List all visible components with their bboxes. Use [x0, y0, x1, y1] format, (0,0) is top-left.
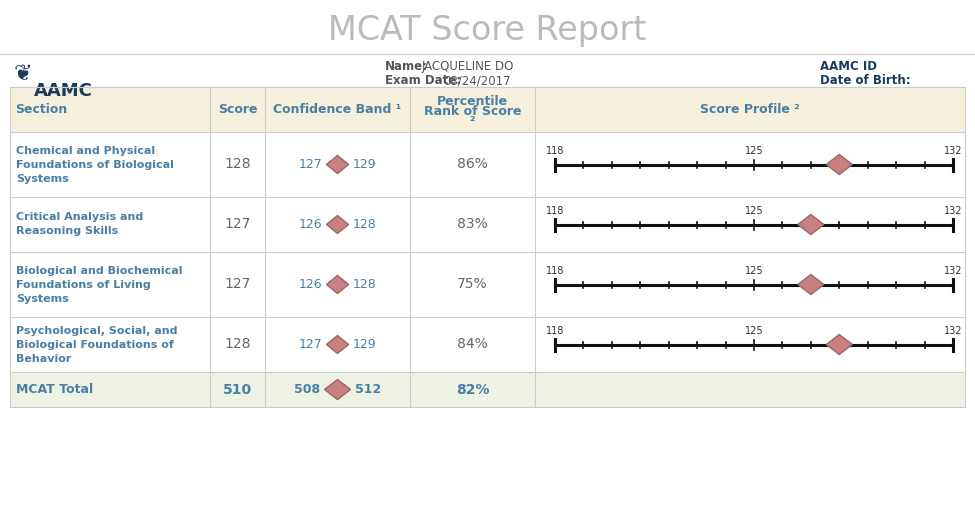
- Text: 118: 118: [546, 266, 565, 276]
- Polygon shape: [826, 155, 852, 174]
- Text: JACQUELINE DO: JACQUELINE DO: [422, 60, 515, 73]
- Polygon shape: [327, 336, 348, 353]
- Text: 118: 118: [546, 206, 565, 216]
- Polygon shape: [798, 215, 824, 234]
- Text: 126: 126: [299, 278, 323, 291]
- Text: 127: 127: [298, 338, 323, 351]
- Text: Score Profile ²: Score Profile ²: [700, 103, 799, 116]
- Text: 83%: 83%: [457, 218, 488, 231]
- Bar: [10, 317, 965, 372]
- Text: ²: ²: [470, 115, 475, 128]
- Text: 512: 512: [355, 383, 381, 396]
- Text: 129: 129: [353, 338, 376, 351]
- Text: 129: 129: [353, 158, 376, 171]
- Text: Percentile: Percentile: [437, 95, 508, 108]
- Text: 510: 510: [223, 383, 253, 397]
- Text: 86%: 86%: [457, 158, 488, 172]
- Text: Critical Analysis and
Reasoning Skills: Critical Analysis and Reasoning Skills: [16, 212, 143, 236]
- Text: 126: 126: [299, 218, 323, 231]
- Text: 127: 127: [298, 158, 323, 171]
- Bar: [10, 252, 965, 317]
- Polygon shape: [327, 216, 348, 233]
- Text: 125: 125: [745, 146, 763, 156]
- Text: MCAT Score Report: MCAT Score Report: [328, 14, 646, 47]
- Text: 118: 118: [546, 326, 565, 336]
- Text: Confidence Band ¹: Confidence Band ¹: [273, 103, 402, 116]
- Text: 82%: 82%: [455, 383, 489, 397]
- Bar: [10, 197, 965, 252]
- Text: Name:: Name:: [385, 60, 428, 73]
- Text: AAMC: AAMC: [34, 82, 93, 100]
- Text: 127: 127: [224, 278, 251, 291]
- Text: 125: 125: [745, 326, 763, 336]
- Text: 84%: 84%: [457, 338, 488, 351]
- Text: Section: Section: [15, 103, 67, 116]
- Text: 128: 128: [353, 278, 376, 291]
- Text: Psychological, Social, and
Biological Foundations of
Behavior: Psychological, Social, and Biological Fo…: [16, 326, 177, 363]
- Text: MCAT Total: MCAT Total: [16, 383, 94, 396]
- Text: 08/24/2017: 08/24/2017: [443, 74, 511, 87]
- Text: AAMC ID: AAMC ID: [820, 60, 877, 73]
- Text: ❦: ❦: [14, 64, 32, 84]
- Polygon shape: [798, 275, 824, 294]
- Text: Biological and Biochemical
Foundations of Living
Systems: Biological and Biochemical Foundations o…: [16, 266, 182, 303]
- Text: 128: 128: [224, 158, 251, 172]
- Polygon shape: [327, 156, 348, 173]
- Text: 132: 132: [944, 206, 962, 216]
- Text: Chemical and Physical
Foundations of Biological
Systems: Chemical and Physical Foundations of Bio…: [16, 146, 174, 184]
- Text: 132: 132: [944, 326, 962, 336]
- Text: Score: Score: [217, 103, 257, 116]
- Text: 508: 508: [294, 383, 321, 396]
- Text: 75%: 75%: [457, 278, 488, 291]
- Text: Date of Birth:: Date of Birth:: [820, 74, 911, 87]
- Polygon shape: [826, 335, 852, 354]
- Text: 128: 128: [224, 338, 251, 351]
- Polygon shape: [325, 379, 350, 399]
- Bar: [10, 372, 965, 407]
- Bar: [10, 132, 965, 197]
- Text: Rank of Score: Rank of Score: [424, 105, 522, 118]
- Polygon shape: [327, 276, 348, 293]
- Bar: [10, 87, 965, 132]
- Text: 125: 125: [745, 266, 763, 276]
- Text: Exam Date:: Exam Date:: [385, 74, 461, 87]
- Text: 132: 132: [944, 146, 962, 156]
- Text: 127: 127: [224, 218, 251, 231]
- Text: 128: 128: [353, 218, 376, 231]
- Text: 132: 132: [944, 266, 962, 276]
- Text: 125: 125: [745, 206, 763, 216]
- Text: 118: 118: [546, 146, 565, 156]
